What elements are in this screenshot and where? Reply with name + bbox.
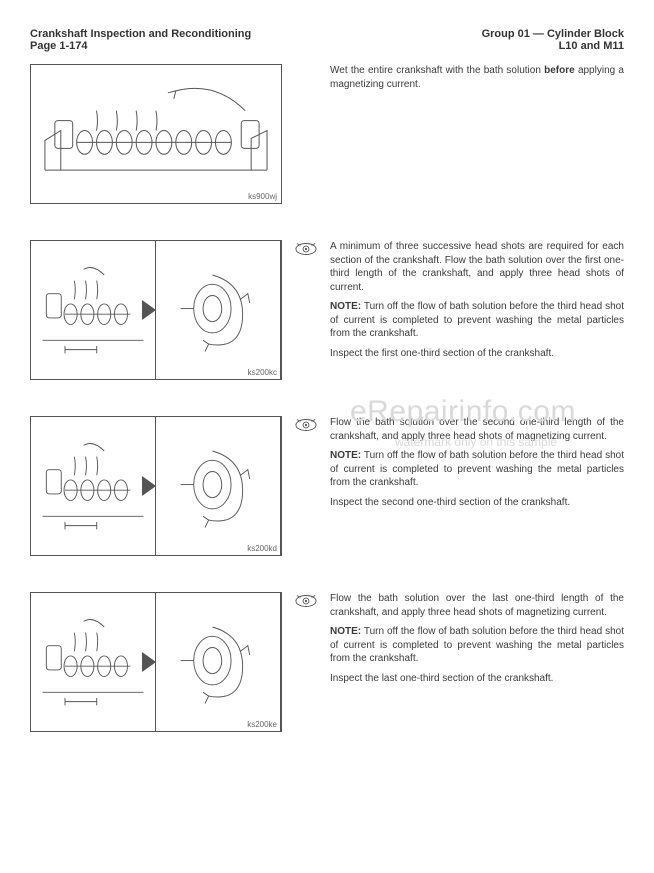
paragraph: Flow the bath solution over the second o…	[330, 416, 624, 443]
paragraph: NOTE: Turn off the flow of bath solution…	[330, 300, 624, 341]
arrow-icon	[142, 476, 156, 496]
figure-illustration: ks200kd	[30, 416, 282, 556]
figure-half-right	[156, 241, 281, 379]
eye-icon	[295, 594, 317, 608]
arrow-icon	[142, 300, 156, 320]
paragraph: Flow the bath solution over the last one…	[330, 592, 624, 619]
paragraph: NOTE: Turn off the flow of bath solution…	[330, 625, 624, 666]
paragraph: A minimum of three successive head shots…	[330, 240, 624, 294]
figure-label: ks200kc	[248, 368, 277, 377]
header-group: Group 01 — Cylinder Block	[482, 28, 624, 40]
paragraph: Inspect the last one-third section of th…	[330, 672, 624, 686]
figure-label: ks900wj	[248, 192, 277, 201]
eye-icon	[295, 242, 317, 256]
header-model: L10 and M11	[482, 40, 624, 52]
figure-illustration: ks200kc	[30, 240, 282, 380]
paragraph: Inspect the second one-third section of …	[330, 496, 624, 510]
figure-half-left	[31, 417, 156, 555]
figure-label: ks200ke	[247, 720, 277, 729]
figure-half-left	[31, 241, 156, 379]
figure-illustration: ks200ke	[30, 592, 282, 732]
figure-half-left	[31, 593, 156, 731]
header-right: Group 01 — Cylinder Block L10 and M11	[482, 28, 624, 52]
text-column: Flow the bath solution over the second o…	[330, 416, 624, 515]
icon-cell	[294, 240, 318, 256]
figure-half-right	[156, 593, 281, 731]
paragraph: Inspect the first one-third section of t…	[330, 347, 624, 361]
header-page: Page 1-174	[30, 40, 251, 52]
header-title: Crankshaft Inspection and Reconditioning	[30, 28, 251, 40]
text-column: Flow the bath solution over the last one…	[330, 592, 624, 691]
text-column: A minimum of three successive head shots…	[330, 240, 624, 366]
paragraph: NOTE: Turn off the flow of bath solution…	[330, 449, 624, 490]
content-section: ks200kd Flow the bath solution over the …	[30, 416, 624, 556]
page-header: Crankshaft Inspection and Reconditioning…	[30, 28, 624, 52]
figure-illustration: ks900wj	[30, 64, 282, 204]
figure-label: ks200kd	[247, 544, 277, 553]
header-left: Crankshaft Inspection and Reconditioning…	[30, 28, 251, 52]
arrow-icon	[142, 652, 156, 672]
content-section: ks200ke Flow the bath solution over the …	[30, 592, 624, 732]
figure-half-right	[156, 417, 281, 555]
icon-cell	[294, 64, 318, 66]
text-column: Wet the entire crankshaft with the bath …	[330, 64, 624, 97]
paragraph: Wet the entire crankshaft with the bath …	[330, 64, 624, 91]
icon-cell	[294, 416, 318, 432]
content-section: ks900wj Wet the entire crankshaft with th…	[30, 64, 624, 204]
eye-icon	[295, 418, 317, 432]
icon-cell	[294, 592, 318, 608]
content-section: ks200kc A minimum of three successive he…	[30, 240, 624, 380]
